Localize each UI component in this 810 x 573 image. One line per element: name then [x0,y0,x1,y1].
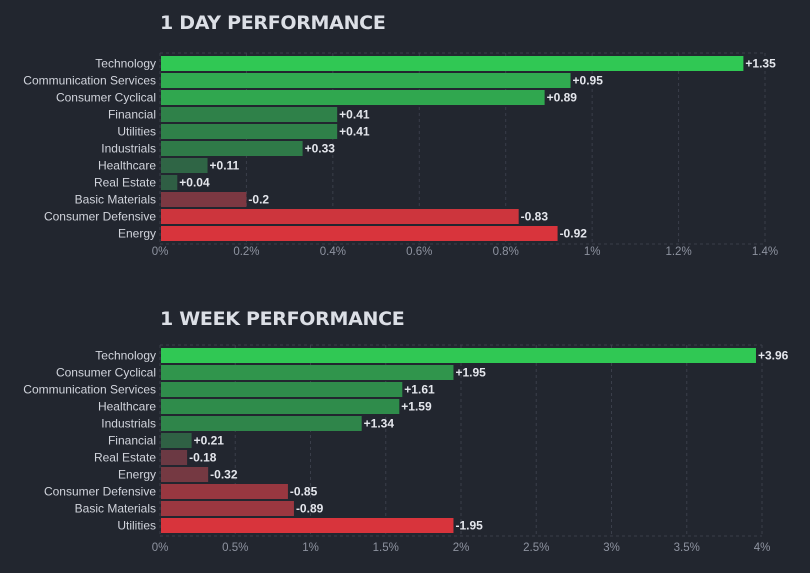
category-label: Financial [108,434,156,448]
value-label: -0.32 [210,468,238,482]
value-label: -0.2 [248,193,269,207]
value-label: -1.95 [455,519,483,533]
value-label: +0.33 [305,142,336,156]
week-performance-chart: Technology +3.96 Consumer Cyclical +1.95 Com… [23,344,789,554]
category-label: Industrials [101,142,156,156]
x-tick-label: 1% [584,246,601,258]
value-label: -0.83 [521,210,549,224]
value-label: +0.41 [339,108,370,122]
value-label: -0.18 [189,451,217,465]
value-label: +1.34 [364,417,395,431]
bar[interactable] [161,175,178,190]
value-label: -0.89 [296,502,324,516]
x-tick-label: 1% [302,542,319,554]
category-label: Industrials [101,417,156,431]
category-label: Real Estate [94,451,156,465]
value-label: +1.61 [404,383,435,397]
value-label: +0.89 [547,91,578,105]
value-label: +1.35 [745,57,776,71]
x-tick-label: 0.5% [222,542,248,554]
x-tick-label: 1.5% [373,542,399,554]
bar[interactable] [161,416,362,431]
category-label: Consumer Cyclical [56,91,156,105]
bar[interactable] [161,226,558,241]
category-label: Technology [95,57,156,71]
bar[interactable] [161,348,756,363]
bar[interactable] [161,90,545,105]
x-tick-label: 1.2% [665,246,691,258]
bar[interactable] [161,450,188,465]
category-label: Healthcare [98,400,156,414]
category-label: Financial [108,108,156,122]
bar[interactable] [161,433,192,448]
day-performance-panel: 1 DAY PERFORMANCE Technology +1.35 Communi… [0,0,810,280]
value-label: -0.85 [290,485,318,499]
value-label: +0.21 [194,434,225,448]
x-tick-label: 0.4% [320,246,346,258]
category-label: Basic Materials [75,193,156,207]
x-tick-label: 0% [152,542,169,554]
day-performance-chart: Technology +1.35 Communication Services +0.… [23,52,778,258]
bar[interactable] [161,141,303,156]
week-performance-panel: 1 WEEK PERFORMANCE Technology +3.96 Consum… [0,296,810,568]
x-tick-label: 0.2% [233,246,259,258]
bar[interactable] [161,107,338,122]
value-label: +3.96 [758,349,789,363]
x-tick-label: 3% [603,542,620,554]
bar[interactable] [161,209,519,224]
value-label: +0.95 [573,74,604,88]
category-label: Healthcare [98,159,156,173]
bar[interactable] [161,382,403,397]
category-label: Utilities [117,125,156,139]
category-label: Energy [118,468,156,482]
x-tick-label: 3.5% [674,542,700,554]
bar[interactable] [161,158,208,173]
value-label: -0.92 [560,227,588,241]
category-label: Communication Services [23,74,156,88]
x-tick-label: 2.5% [523,542,549,554]
category-label: Consumer Defensive [44,485,156,499]
bar[interactable] [161,124,338,139]
category-label: Communication Services [23,383,156,397]
x-tick-label: 0.6% [406,246,432,258]
x-tick-label: 2% [453,542,470,554]
bar[interactable] [161,501,294,516]
category-label: Basic Materials [75,502,156,516]
category-label: Consumer Defensive [44,210,156,224]
bar[interactable] [161,399,400,414]
value-label: +1.95 [455,366,486,380]
x-tick-label: 0.8% [493,246,519,258]
category-label: Consumer Cyclical [56,366,156,380]
x-tick-label: 4% [754,542,771,554]
chart-title: 1 WEEK PERFORMANCE [160,308,405,330]
category-label: Technology [95,349,156,363]
bar[interactable] [161,484,288,499]
category-label: Real Estate [94,176,156,190]
bar[interactable] [161,365,454,380]
bar[interactable] [161,192,247,207]
bar[interactable] [161,73,571,88]
category-label: Energy [118,227,156,241]
category-label: Utilities [117,519,156,533]
value-label: +1.59 [401,400,432,414]
chart-title: 1 DAY PERFORMANCE [160,12,386,34]
value-label: +0.11 [210,159,240,173]
bar[interactable] [161,467,209,482]
bar[interactable] [161,518,454,533]
x-tick-label: 0% [152,246,169,258]
value-label: +0.41 [339,125,370,139]
value-label: +0.04 [179,176,210,190]
x-tick-label: 1.4% [752,246,778,258]
bar[interactable] [161,56,744,71]
